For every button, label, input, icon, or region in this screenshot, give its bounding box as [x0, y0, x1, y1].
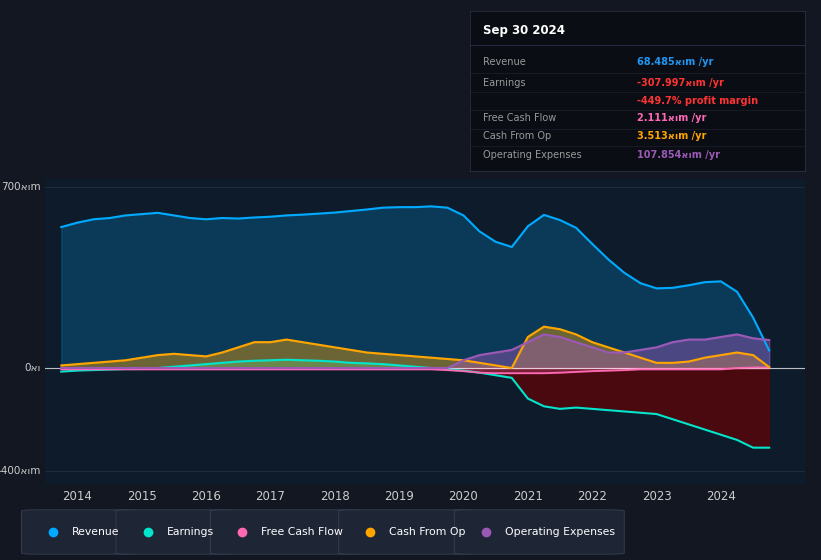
FancyBboxPatch shape [210, 510, 358, 554]
FancyBboxPatch shape [454, 510, 624, 554]
Text: Earnings: Earnings [167, 527, 213, 537]
Text: Revenue: Revenue [72, 527, 120, 537]
Text: -400אוm: -400אוm [0, 466, 41, 477]
Text: 3.513אוm /yr: 3.513אוm /yr [637, 130, 707, 141]
Text: 107.854אוm /yr: 107.854אוm /yr [637, 150, 720, 160]
Text: Free Cash Flow: Free Cash Flow [483, 113, 557, 123]
Text: Earnings: Earnings [483, 78, 525, 88]
FancyBboxPatch shape [339, 510, 475, 554]
Text: 700אוm: 700אוm [2, 182, 41, 192]
FancyBboxPatch shape [21, 510, 139, 554]
FancyBboxPatch shape [116, 510, 233, 554]
Text: Cash From Op: Cash From Op [483, 130, 551, 141]
Text: Operating Expenses: Operating Expenses [505, 527, 615, 537]
Text: 68.485אוm /yr: 68.485אוm /yr [637, 57, 713, 67]
Text: 0או: 0או [25, 363, 41, 373]
Text: Operating Expenses: Operating Expenses [483, 150, 581, 160]
Text: Sep 30 2024: Sep 30 2024 [483, 24, 565, 37]
Text: Cash From Op: Cash From Op [389, 527, 466, 537]
Text: Free Cash Flow: Free Cash Flow [261, 527, 343, 537]
Text: 2.111אוm /yr: 2.111אוm /yr [637, 113, 707, 123]
Text: -307.997אוm /yr: -307.997אוm /yr [637, 78, 724, 88]
Text: -449.7% profit margin: -449.7% profit margin [637, 96, 759, 106]
Text: Revenue: Revenue [483, 57, 525, 67]
